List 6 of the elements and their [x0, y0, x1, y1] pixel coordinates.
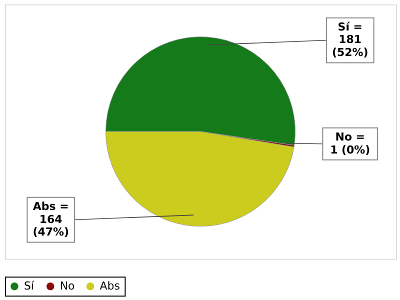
legend-label: No — [60, 279, 76, 292]
legend-label: Sí — [24, 279, 35, 292]
legend-label: Abs — [100, 279, 120, 292]
data-label: Abs = 164 (47%) — [32, 200, 70, 239]
data-label: Sí = 181 (52%) — [332, 20, 368, 60]
data-label: No = 1 (0%) — [330, 130, 370, 156]
